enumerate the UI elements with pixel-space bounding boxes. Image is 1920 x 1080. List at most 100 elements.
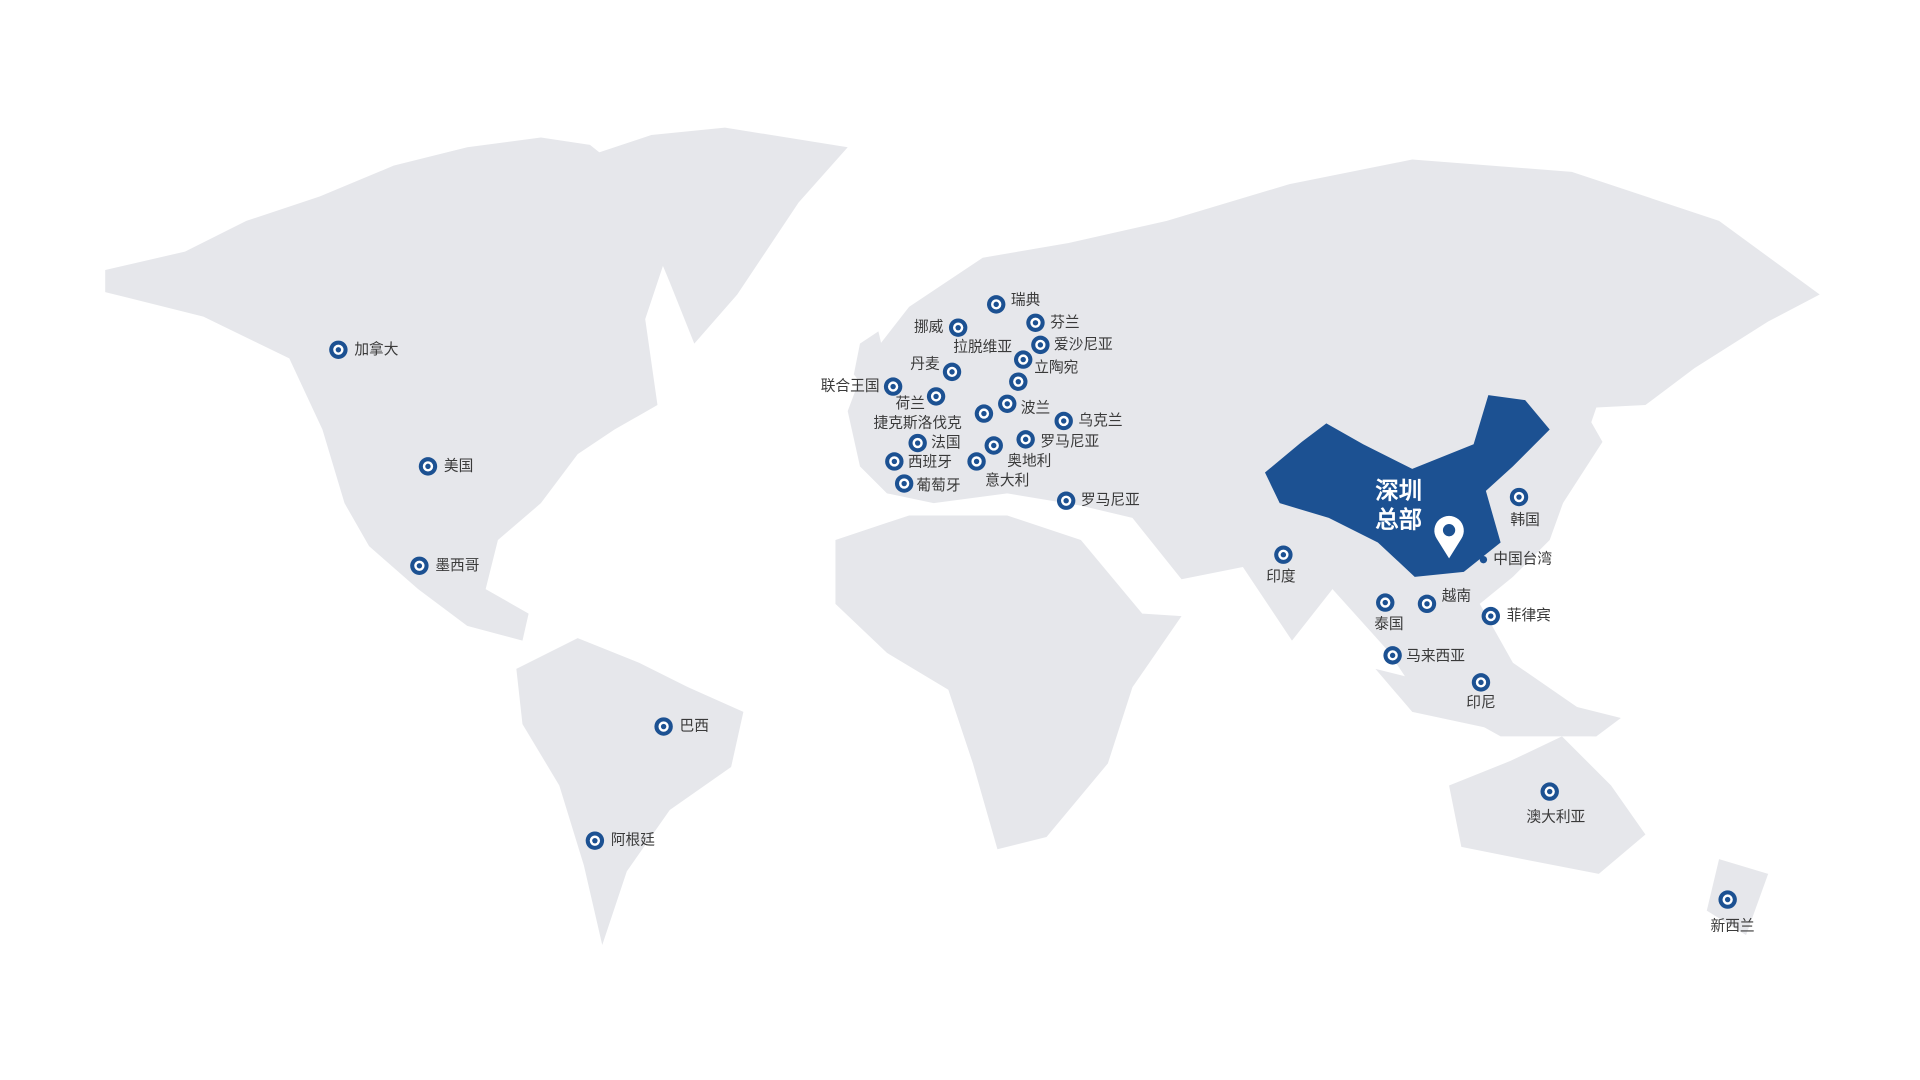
hq-label-line2: 总部 (1375, 506, 1422, 534)
marker-estonia[interactable]: 爱沙尼亚 (1031, 335, 1113, 355)
location-marker-icon[interactable] (948, 318, 968, 337)
location-label: 波兰 (1021, 400, 1050, 417)
marker-usa[interactable]: 美国 (418, 457, 474, 476)
south-america (516, 638, 744, 945)
hq-label-line1: 深圳 (1375, 477, 1422, 504)
location-marker-icon[interactable] (1009, 372, 1028, 391)
marker-brazil[interactable]: 巴西 (654, 717, 709, 736)
location-marker-icon[interactable] (1417, 594, 1437, 614)
location-label: 联合王国 (821, 378, 880, 395)
marker-finland[interactable]: 芬兰 (1026, 313, 1080, 332)
marker-austria[interactable]: 奥地利 (984, 436, 1052, 469)
location-marker-icon[interactable] (974, 404, 994, 423)
marker-uk[interactable]: 联合王国 (821, 377, 903, 396)
location-marker-icon[interactable] (1014, 350, 1033, 369)
location-marker-icon[interactable] (1274, 545, 1293, 564)
location-marker-icon[interactable] (410, 556, 429, 575)
location-marker-icon[interactable] (883, 377, 903, 396)
marker-australia[interactable]: 澳大利亚 (1526, 782, 1586, 825)
headquarters[interactable]: 深圳 总部 (1375, 477, 1464, 559)
marker-latvia[interactable]: 拉脱维亚 (953, 338, 1028, 391)
location-label: 墨西哥 (435, 557, 479, 574)
location-marker-icon[interactable] (329, 340, 348, 359)
location-marker-icon[interactable] (1031, 335, 1050, 355)
location-label: 乌克兰 (1078, 412, 1122, 429)
marker-indonesia[interactable]: 印尼 (1466, 673, 1496, 711)
marker-canada[interactable]: 加拿大 (329, 340, 399, 359)
marker-india[interactable]: 印度 (1266, 545, 1296, 585)
location-marker-icon[interactable] (1056, 491, 1076, 510)
location-marker-icon[interactable] (926, 387, 946, 406)
location-label: 罗马尼亚 (1081, 492, 1140, 509)
location-marker-icon[interactable] (1509, 487, 1529, 507)
marker-italy[interactable]: 意大利 (967, 452, 1029, 489)
location-marker-icon[interactable] (654, 717, 673, 736)
marker-vietnam[interactable]: 越南 (1417, 587, 1471, 614)
location-label: 立陶宛 (1034, 359, 1078, 376)
marker-czechoslovakia[interactable]: 捷克斯洛伐克 (873, 404, 994, 431)
location-marker-icon[interactable] (1540, 782, 1559, 801)
china-highlight (1264, 395, 1550, 577)
location-marker-icon[interactable] (885, 452, 904, 471)
location-marker-icon[interactable] (1718, 890, 1737, 909)
location-marker-icon[interactable] (1026, 313, 1045, 332)
uk (853, 331, 887, 391)
marker-romania-2[interactable]: 罗马尼亚 (1056, 491, 1140, 510)
marker-norway[interactable]: 挪威 (914, 318, 968, 337)
location-label: 新西兰 (1710, 918, 1754, 935)
marker-korea[interactable]: 韩国 (1509, 487, 1540, 529)
marker-portugal[interactable]: 葡萄牙 (894, 474, 961, 494)
location-marker-icon[interactable] (418, 457, 438, 476)
location-marker-icon[interactable] (1481, 606, 1500, 626)
indonesia (1375, 668, 1621, 737)
location-label: 罗马尼亚 (1040, 433, 1099, 450)
location-label: 意大利 (985, 471, 1029, 489)
marker-netherlands[interactable]: 荷兰 (896, 387, 946, 412)
marker-new-zealand[interactable]: 新西兰 (1710, 890, 1755, 935)
marker-argentina[interactable]: 阿根廷 (585, 831, 656, 850)
location-marker-icon[interactable] (1054, 411, 1073, 431)
marker-spain[interactable]: 西班牙 (885, 452, 952, 471)
marker-denmark[interactable]: 丹麦 (910, 356, 962, 382)
location-marker-icon[interactable] (987, 295, 1006, 314)
australia (1449, 736, 1646, 874)
location-label: 韩国 (1510, 511, 1539, 528)
location-label: 马来西亚 (1406, 648, 1465, 665)
location-label: 中国台湾 (1493, 551, 1552, 568)
marker-taiwan[interactable]: 中国台湾 (1479, 551, 1553, 568)
location-label: 法国 (931, 434, 960, 451)
location-label: 印度 (1266, 568, 1296, 585)
marker-philippines[interactable]: 菲律宾 (1481, 606, 1551, 626)
location-marker-icon[interactable] (894, 474, 914, 493)
marker-sweden[interactable]: 瑞典 (987, 292, 1041, 314)
marker-lithuania[interactable]: 立陶宛 (1014, 350, 1079, 376)
marker-thailand[interactable]: 泰国 (1374, 593, 1404, 633)
marker-france[interactable]: 法国 (908, 433, 961, 453)
marker-romania[interactable]: 罗马尼亚 (1016, 430, 1100, 450)
location-marker-icon[interactable] (585, 831, 605, 850)
marker-malaysia[interactable]: 马来西亚 (1383, 646, 1465, 665)
location-marker-icon[interactable] (1016, 430, 1035, 449)
greenland (577, 127, 848, 344)
japan (1528, 398, 1603, 518)
location-marker-icon[interactable] (942, 362, 962, 382)
north-america (105, 137, 670, 641)
marker-ukraine[interactable]: 乌克兰 (1054, 411, 1123, 431)
location-marker-icon[interactable] (1376, 593, 1395, 612)
marker-mexico[interactable]: 墨西哥 (410, 556, 480, 575)
location-marker-icon[interactable] (984, 436, 1003, 455)
new-zealand (1706, 859, 1769, 936)
location-label: 美国 (444, 457, 473, 474)
location-markers: 加拿大 美国 墨西哥 巴西 阿根廷 瑞典 挪威 芬兰 拉脱维亚 爱沙尼亚 立陶宛… (329, 292, 1755, 935)
map-pin-icon[interactable] (1434, 515, 1464, 559)
location-label: 印尼 (1466, 694, 1495, 711)
marker-poland[interactable]: 波兰 (998, 394, 1050, 417)
location-label: 芬兰 (1050, 314, 1079, 331)
location-marker-icon[interactable] (1383, 646, 1402, 665)
location-label: 越南 (1442, 587, 1471, 604)
location-marker-icon[interactable] (998, 394, 1017, 413)
location-label: 瑞典 (1011, 292, 1041, 309)
location-marker-icon[interactable] (1471, 673, 1491, 692)
location-marker-icon[interactable] (908, 433, 927, 453)
location-marker-icon[interactable] (967, 452, 986, 471)
